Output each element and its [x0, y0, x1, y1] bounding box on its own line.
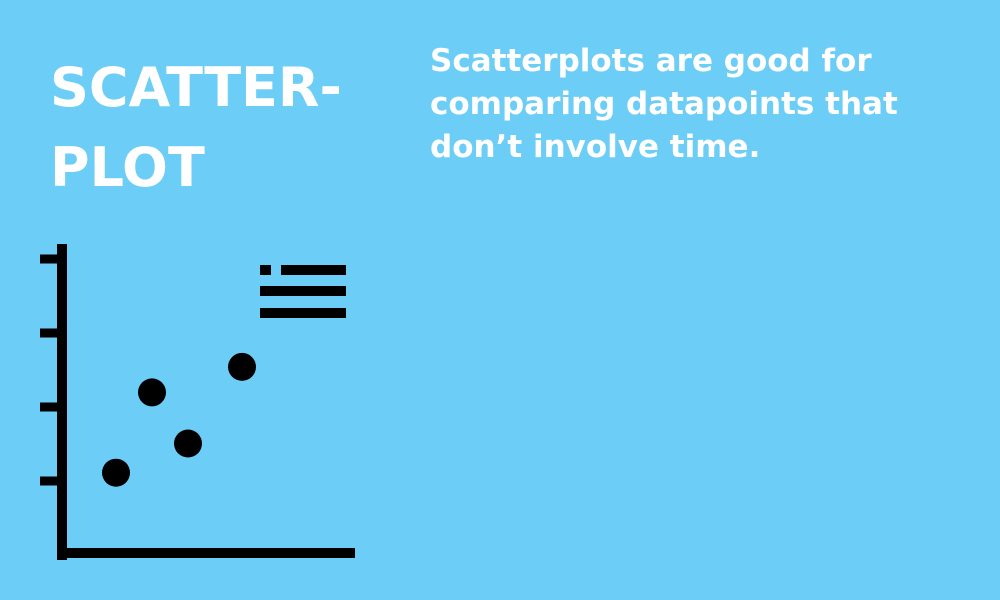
legend-line — [281, 265, 346, 275]
legend-line — [260, 286, 346, 296]
title-line-2: PLOT — [50, 136, 205, 199]
legend-line — [260, 308, 346, 318]
scatter-point — [174, 429, 202, 458]
scatter-point — [102, 458, 130, 487]
scatter-point — [138, 378, 166, 407]
title-line-1: SCATTER- — [50, 56, 342, 119]
description-text: Scatterplots are good for comparing data… — [430, 43, 898, 165]
data-points — [102, 352, 256, 487]
legend-lines-icon — [260, 265, 346, 318]
scatter-point — [228, 352, 256, 381]
legend-line — [260, 265, 271, 275]
